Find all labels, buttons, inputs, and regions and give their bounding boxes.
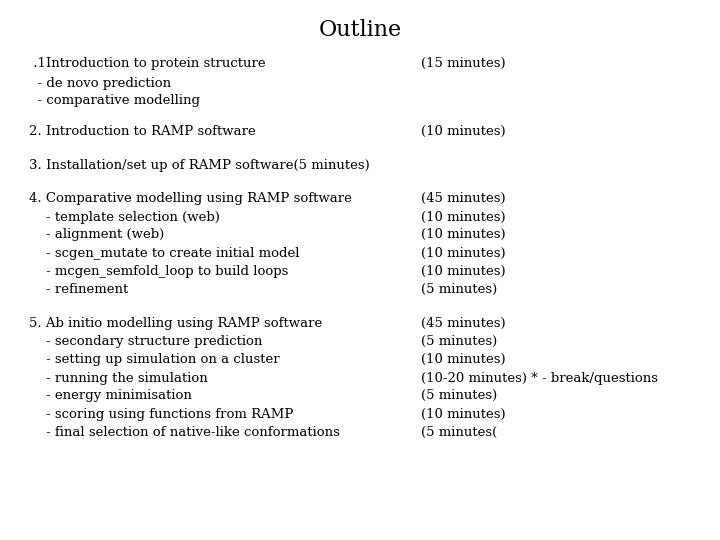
Text: (10 minutes): (10 minutes): [421, 408, 506, 421]
Text: 4. Comparative modelling using RAMP software: 4. Comparative modelling using RAMP soft…: [29, 192, 351, 205]
Text: - scoring using functions from RAMP: - scoring using functions from RAMP: [29, 408, 293, 421]
Text: (10 minutes): (10 minutes): [421, 353, 506, 366]
Text: .1Introduction to protein structure: .1Introduction to protein structure: [29, 57, 266, 70]
Text: - energy minimisation: - energy minimisation: [29, 389, 192, 402]
Text: 2. Introduction to RAMP software: 2. Introduction to RAMP software: [29, 125, 256, 138]
Text: (15 minutes): (15 minutes): [421, 57, 506, 70]
Text: (10 minutes): (10 minutes): [421, 247, 506, 260]
Text: (5 minutes(: (5 minutes(: [421, 426, 498, 438]
Text: - template selection (web): - template selection (web): [29, 211, 220, 224]
Text: - de novo prediction: - de novo prediction: [29, 77, 171, 90]
Text: (5 minutes): (5 minutes): [421, 389, 498, 402]
Text: Outline: Outline: [318, 19, 402, 41]
Text: - comparative modelling: - comparative modelling: [29, 94, 200, 107]
Text: - scgen_mutate to create initial model: - scgen_mutate to create initial model: [29, 247, 300, 260]
Text: (10 minutes): (10 minutes): [421, 228, 506, 241]
Text: - alignment (web): - alignment (web): [29, 228, 164, 241]
Text: (10 minutes): (10 minutes): [421, 125, 506, 138]
Text: (10 minutes): (10 minutes): [421, 211, 506, 224]
Text: - secondary structure prediction: - secondary structure prediction: [29, 335, 262, 348]
Text: - refinement: - refinement: [29, 283, 128, 296]
Text: (10-20 minutes) * - break/questions: (10-20 minutes) * - break/questions: [421, 372, 658, 384]
Text: - running the simulation: - running the simulation: [29, 372, 207, 384]
Text: 3. Installation/set up of RAMP software(5 minutes): 3. Installation/set up of RAMP software(…: [29, 159, 369, 172]
Text: 5. Ab initio modelling using RAMP software: 5. Ab initio modelling using RAMP softwa…: [29, 317, 322, 330]
Text: - mcgen_semfold_loop to build loops: - mcgen_semfold_loop to build loops: [29, 265, 288, 278]
Text: - setting up simulation on a cluster: - setting up simulation on a cluster: [29, 353, 279, 366]
Text: (45 minutes): (45 minutes): [421, 317, 506, 330]
Text: (45 minutes): (45 minutes): [421, 192, 506, 205]
Text: (5 minutes): (5 minutes): [421, 335, 498, 348]
Text: - final selection of native-like conformations: - final selection of native-like conform…: [29, 426, 340, 438]
Text: (5 minutes): (5 minutes): [421, 283, 498, 296]
Text: (10 minutes): (10 minutes): [421, 265, 506, 278]
